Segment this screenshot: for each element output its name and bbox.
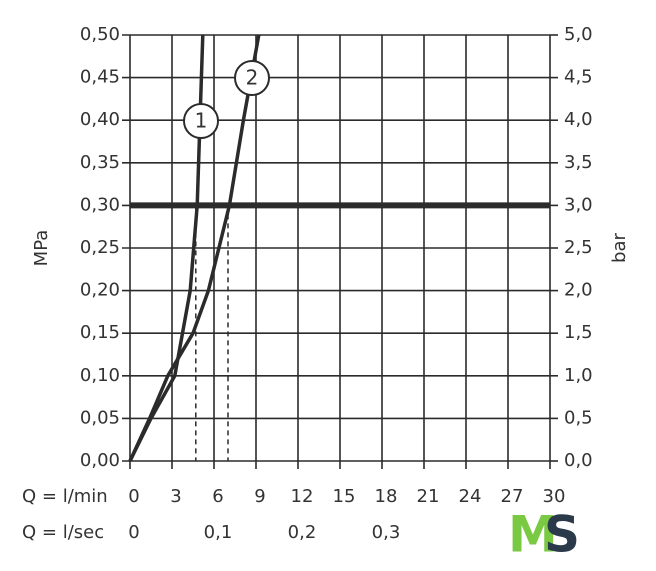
y-tick-label: 0,10	[80, 365, 120, 386]
x-tick-label: 9	[254, 486, 265, 507]
x-tick-label: 21	[417, 486, 440, 507]
x-tick-label: 15	[333, 486, 356, 507]
y-tick-label: 0,25	[80, 237, 120, 258]
x-tick-label: 18	[375, 486, 398, 507]
x-tick-label: 24	[459, 486, 482, 507]
y2-tick-label: 4,5	[564, 67, 593, 88]
series-label: 2	[246, 66, 259, 90]
y-tick-label: 0,45	[80, 67, 120, 88]
x2-tick-label: 0,2	[288, 522, 317, 543]
y2-tick-label: 2,5	[564, 237, 593, 258]
y-tick-label: 0,05	[80, 407, 120, 428]
x-tick-label: 3	[170, 486, 181, 507]
x2-tick-label: 0,3	[372, 522, 401, 543]
series-label-circle	[234, 60, 270, 96]
y2-tick-label: 0,0	[564, 450, 593, 471]
y-tick-label: 0,50	[80, 24, 120, 45]
logo-s: S	[544, 506, 580, 564]
x-tick-label: 12	[291, 486, 314, 507]
y-tick-label: 0,35	[80, 152, 120, 173]
x-tick-label: 6	[212, 486, 223, 507]
y2-tick-label: 4,0	[564, 109, 593, 130]
x-tick-label: 30	[543, 486, 566, 507]
y2-axis-label: bar	[609, 232, 630, 262]
x-tick-label: 0	[128, 486, 139, 507]
y2-tick-label: 1,5	[564, 322, 593, 343]
y2-tick-label: 3,0	[564, 194, 593, 215]
x2-tick-label: 0	[128, 522, 139, 543]
y2-tick-label: 2,0	[564, 280, 593, 301]
y2-tick-label: 1,0	[564, 365, 593, 386]
logo-m: M	[508, 506, 558, 564]
y-tick-label: 0,15	[80, 322, 120, 343]
x2-axis-label: Q = l/sec	[22, 522, 104, 543]
y-tick-label: 0,00	[80, 450, 120, 471]
series-line	[128, 34, 261, 462]
x-tick-label: 27	[501, 486, 524, 507]
y-tick-label: 0,30	[80, 194, 120, 215]
y-tick-label: 0,40	[80, 109, 120, 130]
series-label: 1	[195, 109, 208, 133]
x-axis-label: Q = l/min	[22, 486, 108, 507]
series-label-circle	[183, 103, 219, 139]
y2-tick-label: 3,5	[564, 152, 593, 173]
y-tick-label: 0,20	[80, 280, 120, 301]
y-axis-label: MPa	[31, 230, 52, 267]
x2-tick-label: 0,1	[204, 522, 233, 543]
y2-tick-label: 5,0	[564, 24, 593, 45]
y2-tick-label: 0,5	[564, 407, 593, 428]
